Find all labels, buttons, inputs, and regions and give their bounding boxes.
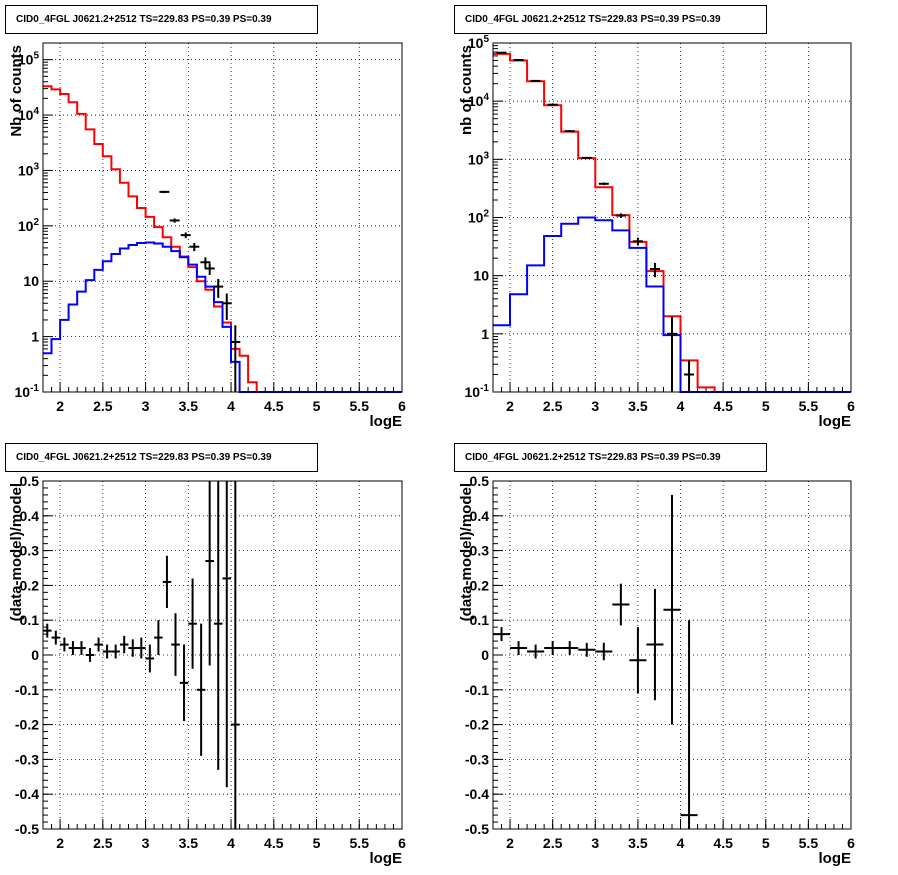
y-tick-label: -0.2 <box>465 717 489 733</box>
x-tick-label: 2.5 <box>93 835 113 851</box>
chart-panel-bottom-right-residuals: 2 2.5 3 3.5 4 4.5 5 5.5 6 -0.5 -0.4 -0.3 -0.2 -0.1 0 0.… <box>458 473 855 867</box>
y-tick-label: 10-1 <box>465 383 490 400</box>
x-axis-label: logE <box>370 413 403 430</box>
x-tick-label: 2 <box>56 835 64 851</box>
chart-title: CID0_4FGL J0621.2+2512 TS=229.83 PS=0.39… <box>5 5 318 34</box>
chart-title: CID0_4FGL J0621.2+2512 TS=229.83 PS=0.39… <box>454 443 767 472</box>
plot-frame <box>492 42 852 393</box>
y-tick-label: 0.3 <box>470 543 490 559</box>
y-tick-label: -0.5 <box>465 821 489 837</box>
x-tick-label: 4.5 <box>264 835 284 851</box>
x-tick-label: 5.5 <box>350 835 370 851</box>
y-tick-label: -0.3 <box>465 751 489 767</box>
y-tick-label: 0.5 <box>20 473 40 489</box>
y-tick-label: -0.2 <box>15 717 39 733</box>
y-axis-label: nb of counts <box>458 45 475 135</box>
y-tick-label: -0.5 <box>15 821 39 837</box>
x-tick-label: 3 <box>591 398 599 414</box>
y-tick-label: 0.5 <box>470 473 490 489</box>
y-tick-label: -0.1 <box>465 682 489 698</box>
y-axis-label: (data-model)/model <box>458 483 475 621</box>
histogram-model-total <box>43 85 402 393</box>
y-tick-label: 0.1 <box>20 612 40 628</box>
x-tick-label: 4 <box>677 835 685 851</box>
y-tick-label: 103 <box>468 150 490 167</box>
x-tick-label: 3 <box>142 835 150 851</box>
x-tick-label: 3.5 <box>628 398 648 414</box>
x-tick-label: 4.5 <box>713 835 733 851</box>
x-tick-label: 2.5 <box>93 398 113 414</box>
x-tick-label: 4 <box>227 398 235 414</box>
x-axis-label: logE <box>819 850 852 867</box>
x-tick-label: 3.5 <box>179 835 199 851</box>
y-tick-label: 1 <box>31 329 39 345</box>
x-tick-label: 5 <box>313 398 321 414</box>
x-tick-label: 2 <box>506 835 514 851</box>
y-tick-label: 103 <box>18 161 40 178</box>
chart-panel-top-left-counts: 2 2.5 3 3.5 4 4.5 5 5.5 6 10-1 1 10 102 103 104 105 logE… <box>8 42 406 430</box>
x-axis-label: logE <box>819 413 852 430</box>
y-tick-label: 10 <box>23 273 39 289</box>
y-tick-label: 105 <box>468 34 490 51</box>
x-tick-label: 2 <box>56 398 64 414</box>
x-tick-label: 5.5 <box>350 398 370 414</box>
x-tick-label: 4.5 <box>264 398 284 414</box>
plot-frame <box>42 480 403 830</box>
x-tick-label: 6 <box>847 835 855 851</box>
x-tick-label: 3 <box>142 398 150 414</box>
y-tick-label: 0 <box>31 647 39 663</box>
y-tick-label: 10 <box>473 268 489 284</box>
y-tick-label: 104 <box>18 106 40 123</box>
x-tick-label: 6 <box>847 398 855 414</box>
x-axis-label: logE <box>370 850 403 867</box>
chart-title: CID0_4FGL J0621.2+2512 TS=229.83 PS=0.39… <box>454 5 767 34</box>
y-tick-label: 0.3 <box>20 543 40 559</box>
y-tick-label: -0.4 <box>465 786 489 802</box>
x-tick-label: 2.5 <box>543 835 563 851</box>
x-tick-label: 3.5 <box>628 835 648 851</box>
y-axis-label: (data-model)/model <box>8 483 25 621</box>
x-tick-label: 6 <box>398 835 406 851</box>
y-tick-label: 102 <box>18 217 40 234</box>
y-tick-label: 105 <box>18 51 40 68</box>
x-tick-label: 4 <box>677 398 685 414</box>
y-tick-label: 1 <box>481 326 489 342</box>
y-tick-label: 104 <box>468 92 490 109</box>
chart-panel-top-right-counts: 2 2.5 3 3.5 4 4.5 5 5.5 6 10-1 1 10 102 103 104 105 logE… <box>458 34 855 430</box>
y-tick-label: 102 <box>468 209 490 226</box>
y-tick-label: -0.1 <box>15 682 39 698</box>
chart-panel-bottom-left-residuals: 2 2.5 3 3.5 4 4.5 5 5.5 6 -0.5 -0.4 -0.3 -0.2 -0.1 0 0.… <box>8 473 406 867</box>
y-tick-label: 0.2 <box>470 577 490 593</box>
y-tick-label: 0.2 <box>20 577 40 593</box>
x-tick-label: 5 <box>313 835 321 851</box>
y-axis-label: Nb of counts <box>8 45 25 137</box>
x-tick-label: 5.5 <box>799 835 819 851</box>
x-tick-label: 4.5 <box>713 398 733 414</box>
y-tick-label: -0.4 <box>15 786 39 802</box>
x-tick-label: 5.5 <box>799 398 819 414</box>
y-tick-label: 0.4 <box>470 508 490 524</box>
y-tick-label: 0 <box>481 647 489 663</box>
plot-frame <box>492 480 852 830</box>
y-tick-label: -0.3 <box>15 751 39 767</box>
plot-frame <box>42 42 403 393</box>
x-tick-label: 3 <box>591 835 599 851</box>
y-tick-label: 0.1 <box>470 612 490 628</box>
histogram-model-source <box>43 241 402 393</box>
y-tick-label: 10-1 <box>15 383 40 400</box>
chart-title: CID0_4FGL J0621.2+2512 TS=229.83 PS=0.39… <box>5 443 318 472</box>
x-tick-label: 3.5 <box>179 398 199 414</box>
x-tick-label: 4 <box>227 835 235 851</box>
x-tick-label: 5 <box>762 835 770 851</box>
y-tick-label: 0.4 <box>20 508 40 524</box>
x-tick-label: 2 <box>506 398 514 414</box>
x-tick-label: 6 <box>398 398 406 414</box>
x-tick-label: 5 <box>762 398 770 414</box>
x-tick-label: 2.5 <box>543 398 563 414</box>
